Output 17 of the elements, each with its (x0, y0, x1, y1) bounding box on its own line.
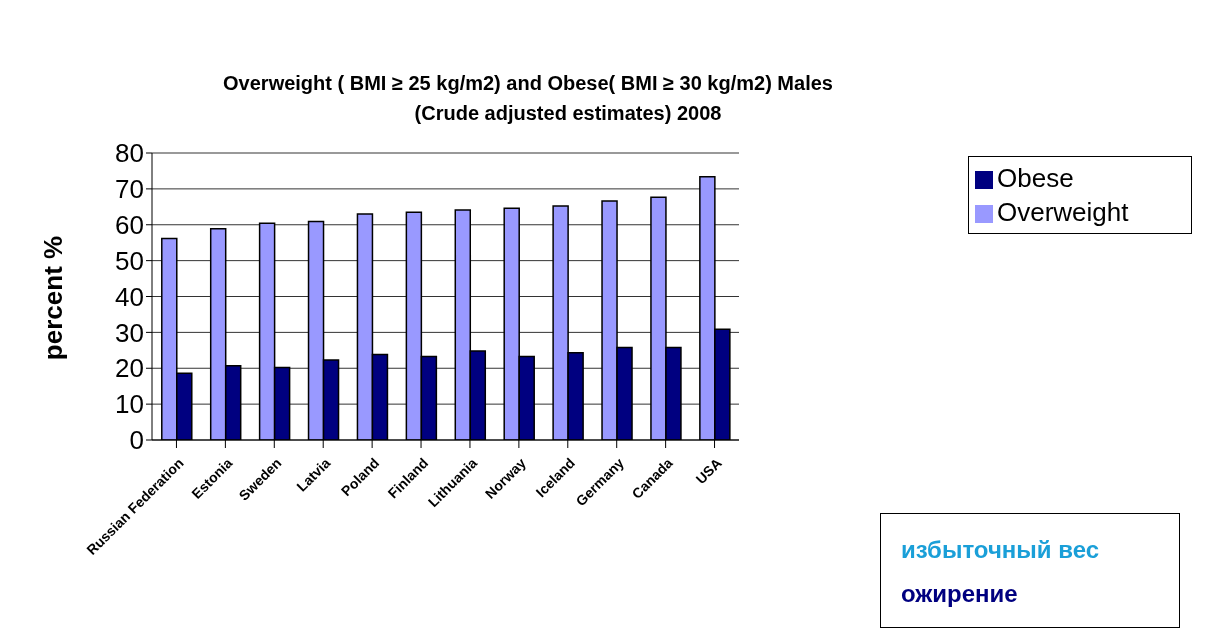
y-tick-label: 30 (115, 317, 144, 348)
text: ожирение (901, 579, 1019, 609)
legend-label: Obese (997, 163, 1074, 193)
chart-title: Overweight ( BMI ≥ 25 kg/m2) and Obese( BMI ≥ 30 kg/m2) Males (222, 71, 834, 96)
y-axis-title: percent % (37, 235, 69, 361)
legend-label: Overweight (997, 197, 1129, 227)
y-tick-label: 60 (115, 209, 144, 240)
x-tick-label: USA (692, 454, 725, 488)
y-tick-label: 10 (115, 389, 144, 420)
y-tick-label: 20 (115, 353, 144, 384)
y-tick-label: 70 (115, 174, 144, 205)
y-tick-label: 80 (115, 138, 144, 169)
chart-subtitle: (Crude adjusted estimates) 2008 (413, 101, 723, 126)
y-tick-label: 50 (115, 245, 144, 276)
y-tick-label: 0 (129, 425, 144, 456)
y-tick-label: 40 (115, 281, 144, 312)
text: избыточный вес (901, 535, 1101, 565)
